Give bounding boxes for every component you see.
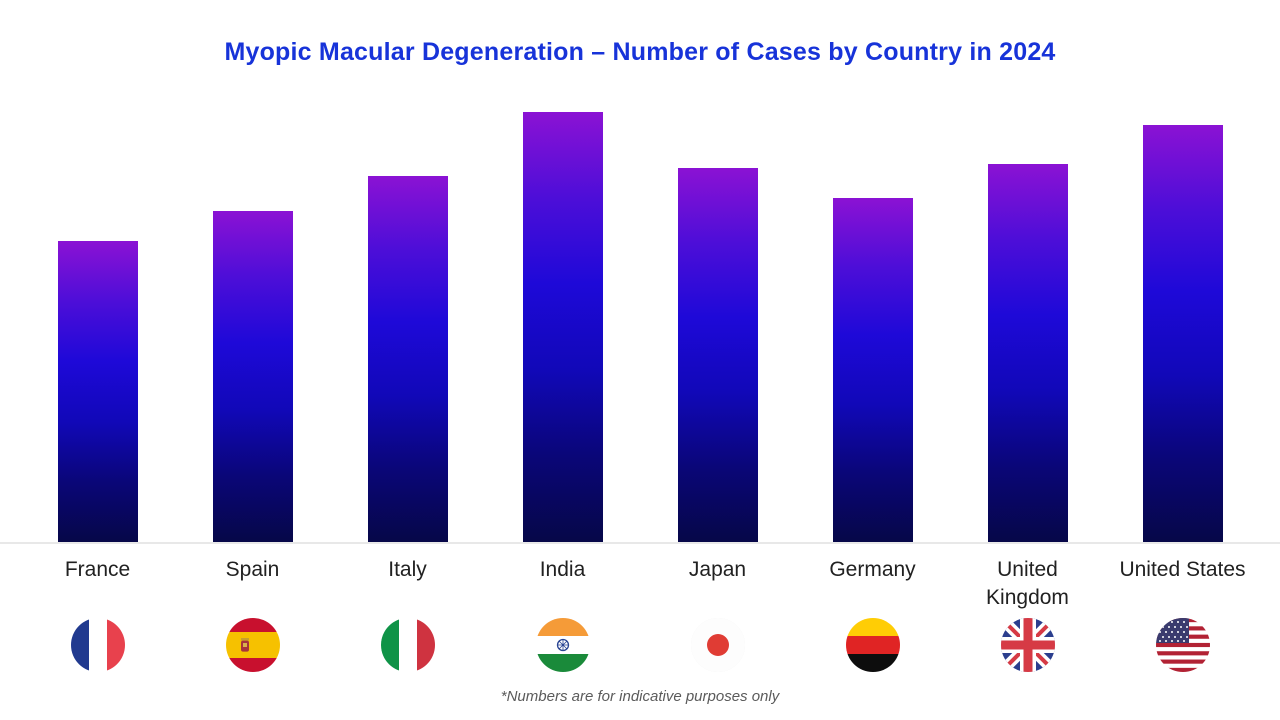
bar-united-kingdom xyxy=(987,164,1068,542)
bar-germany xyxy=(832,198,913,542)
united-kingdom-flag-icon xyxy=(1000,618,1055,672)
bar-spain xyxy=(212,211,293,542)
category-label-india: India xyxy=(539,558,586,581)
bar-france xyxy=(57,241,138,542)
x-axis-baseline xyxy=(0,542,1280,544)
bar-japan xyxy=(677,168,758,542)
category-label-united-states: United States xyxy=(1119,558,1246,581)
category-label-italy: Italy xyxy=(388,558,427,581)
bar-india xyxy=(522,112,603,542)
spain-flag-icon xyxy=(225,618,280,672)
category-label-germany: Germany xyxy=(829,558,916,581)
category-label-spain: Spain xyxy=(225,558,280,581)
united-states-flag-icon xyxy=(1155,618,1210,672)
japan-flag-icon xyxy=(690,618,745,672)
footnote: *Numbers are for indicative purposes onl… xyxy=(500,688,780,705)
category-label-japan: Japan xyxy=(688,558,747,581)
france-flag-icon xyxy=(70,618,125,672)
flags-row xyxy=(0,618,1280,672)
bar-chart xyxy=(0,112,1280,542)
bar-italy xyxy=(367,176,448,542)
category-label-france: France xyxy=(64,558,131,581)
page-title: Myopic Macular Degeneration – Number of … xyxy=(224,37,1056,66)
category-labels: France Spain Italy India Japan Germany U… xyxy=(0,556,1280,613)
italy-flag-icon xyxy=(380,618,435,672)
india-flag-icon xyxy=(535,618,590,672)
bar-united-states xyxy=(1142,125,1223,542)
category-label-united-kingdom: United Kingdom xyxy=(986,558,1069,610)
germany-flag-icon xyxy=(845,618,900,672)
